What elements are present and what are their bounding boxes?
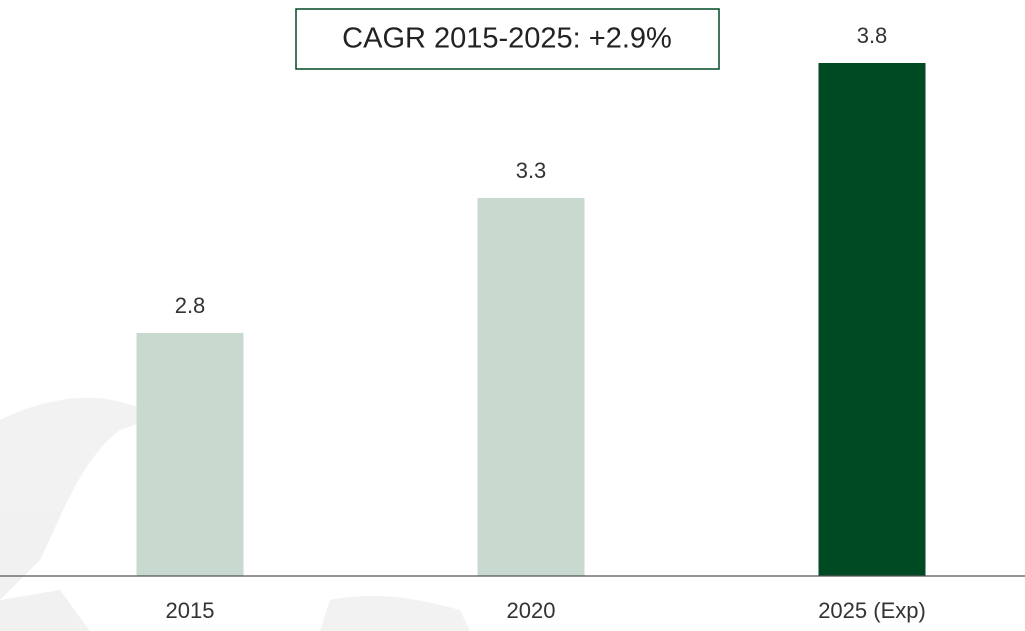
- value-label: 2.8: [175, 293, 206, 318]
- value-label: 3.3: [516, 158, 547, 183]
- bar: [477, 198, 585, 576]
- bar: [136, 333, 244, 576]
- x-tick-label: 2025 (Exp): [818, 598, 926, 623]
- background-map: [0, 397, 470, 631]
- annotation-box: [295, 8, 720, 70]
- bar: [818, 63, 926, 576]
- value-label: 3.8: [857, 23, 888, 48]
- annotation: CAGR 2015-2025: +2.9%: [342, 23, 672, 55]
- x-tick-label: 2020: [507, 598, 556, 623]
- x-tick-label: 2015: [166, 598, 215, 623]
